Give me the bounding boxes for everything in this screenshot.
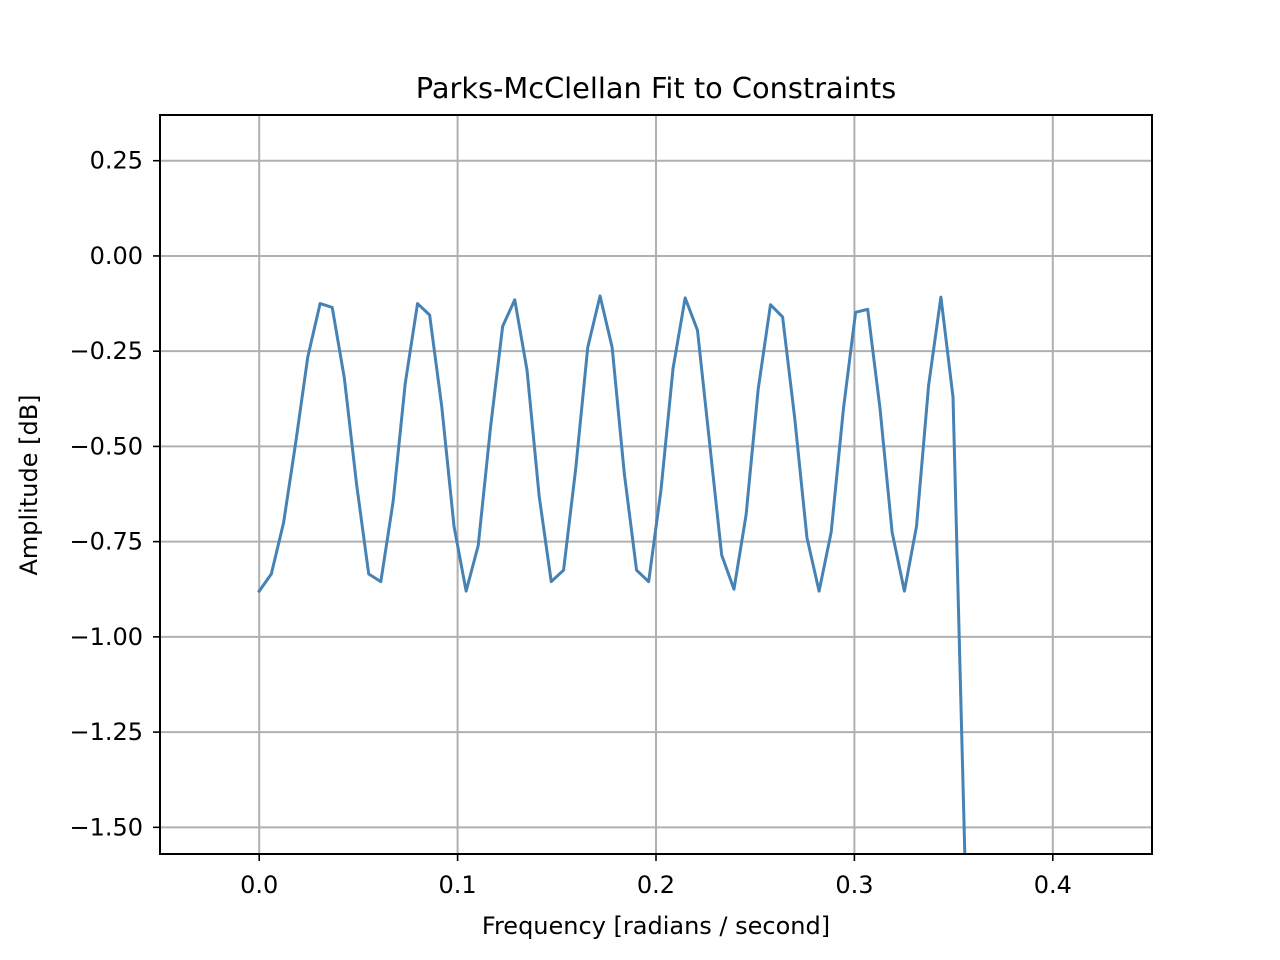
y-tick-label: 0.00 xyxy=(90,242,143,270)
x-gridlines xyxy=(258,115,1054,854)
y-tick-label: −0.25 xyxy=(69,337,143,365)
x-axis-label: Frequency [radians / second] xyxy=(482,912,830,940)
y-tick-label: −1.50 xyxy=(69,813,143,841)
y-axis-ticks: 0.25 0.00 −0.25 −0.50 −0.75 −1.00 −1.25 −1.50 xyxy=(69,147,160,841)
y-tick-label: −0.75 xyxy=(69,528,143,556)
chart-title: Parks-McClellan Fit to Constraints xyxy=(416,71,896,105)
x-tick-label: 0.0 xyxy=(240,871,278,899)
series-line xyxy=(257,294,967,854)
x-tick-label: 0.1 xyxy=(439,871,477,899)
y-tick-label: −1.25 xyxy=(69,718,143,746)
y-gridlines xyxy=(160,159,1152,829)
x-tick-label: 0.3 xyxy=(835,871,873,899)
x-tick-label: 0.4 xyxy=(1034,871,1072,899)
y-tick-label: −1.00 xyxy=(69,623,143,651)
x-tick-label: 0.2 xyxy=(637,871,675,899)
y-tick-label: −0.50 xyxy=(69,432,143,460)
series-layer xyxy=(257,294,967,854)
y-tick-label: 0.25 xyxy=(90,147,143,175)
x-axis-ticks: 0.0 0.1 0.2 0.3 0.4 xyxy=(240,854,1072,899)
y-axis-label: Amplitude [dB] xyxy=(15,394,43,575)
